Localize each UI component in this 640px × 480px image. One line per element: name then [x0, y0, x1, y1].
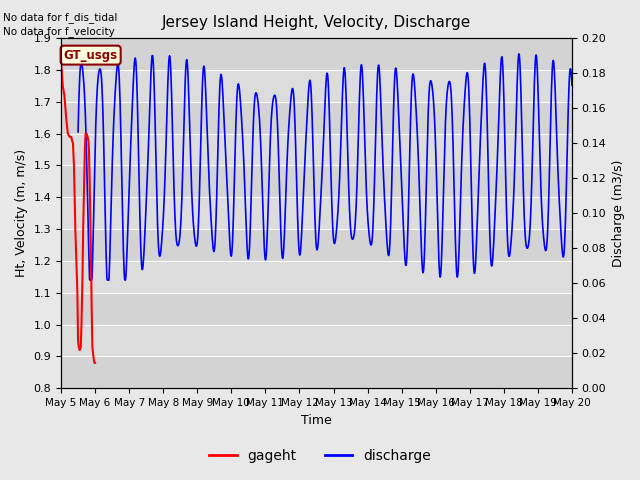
Bar [61, 102, 572, 133]
Text: No data for f_dis_tidal: No data for f_dis_tidal [3, 12, 118, 23]
Legend: gageht, discharge: gageht, discharge [204, 443, 436, 468]
Bar [61, 38, 572, 70]
Bar [61, 293, 572, 324]
Bar [61, 357, 572, 388]
Text: No data for f_velocity: No data for f_velocity [3, 26, 115, 37]
Bar [61, 229, 572, 261]
Y-axis label: Ht, Velocity (m, m/s): Ht, Velocity (m, m/s) [15, 149, 28, 277]
Y-axis label: Discharge (m3/s): Discharge (m3/s) [612, 159, 625, 267]
X-axis label: Time: Time [301, 414, 332, 427]
Title: Jersey Island Height, Velocity, Discharge: Jersey Island Height, Velocity, Discharg… [162, 15, 471, 30]
Text: GT_usgs: GT_usgs [63, 48, 118, 61]
Bar [61, 166, 572, 197]
